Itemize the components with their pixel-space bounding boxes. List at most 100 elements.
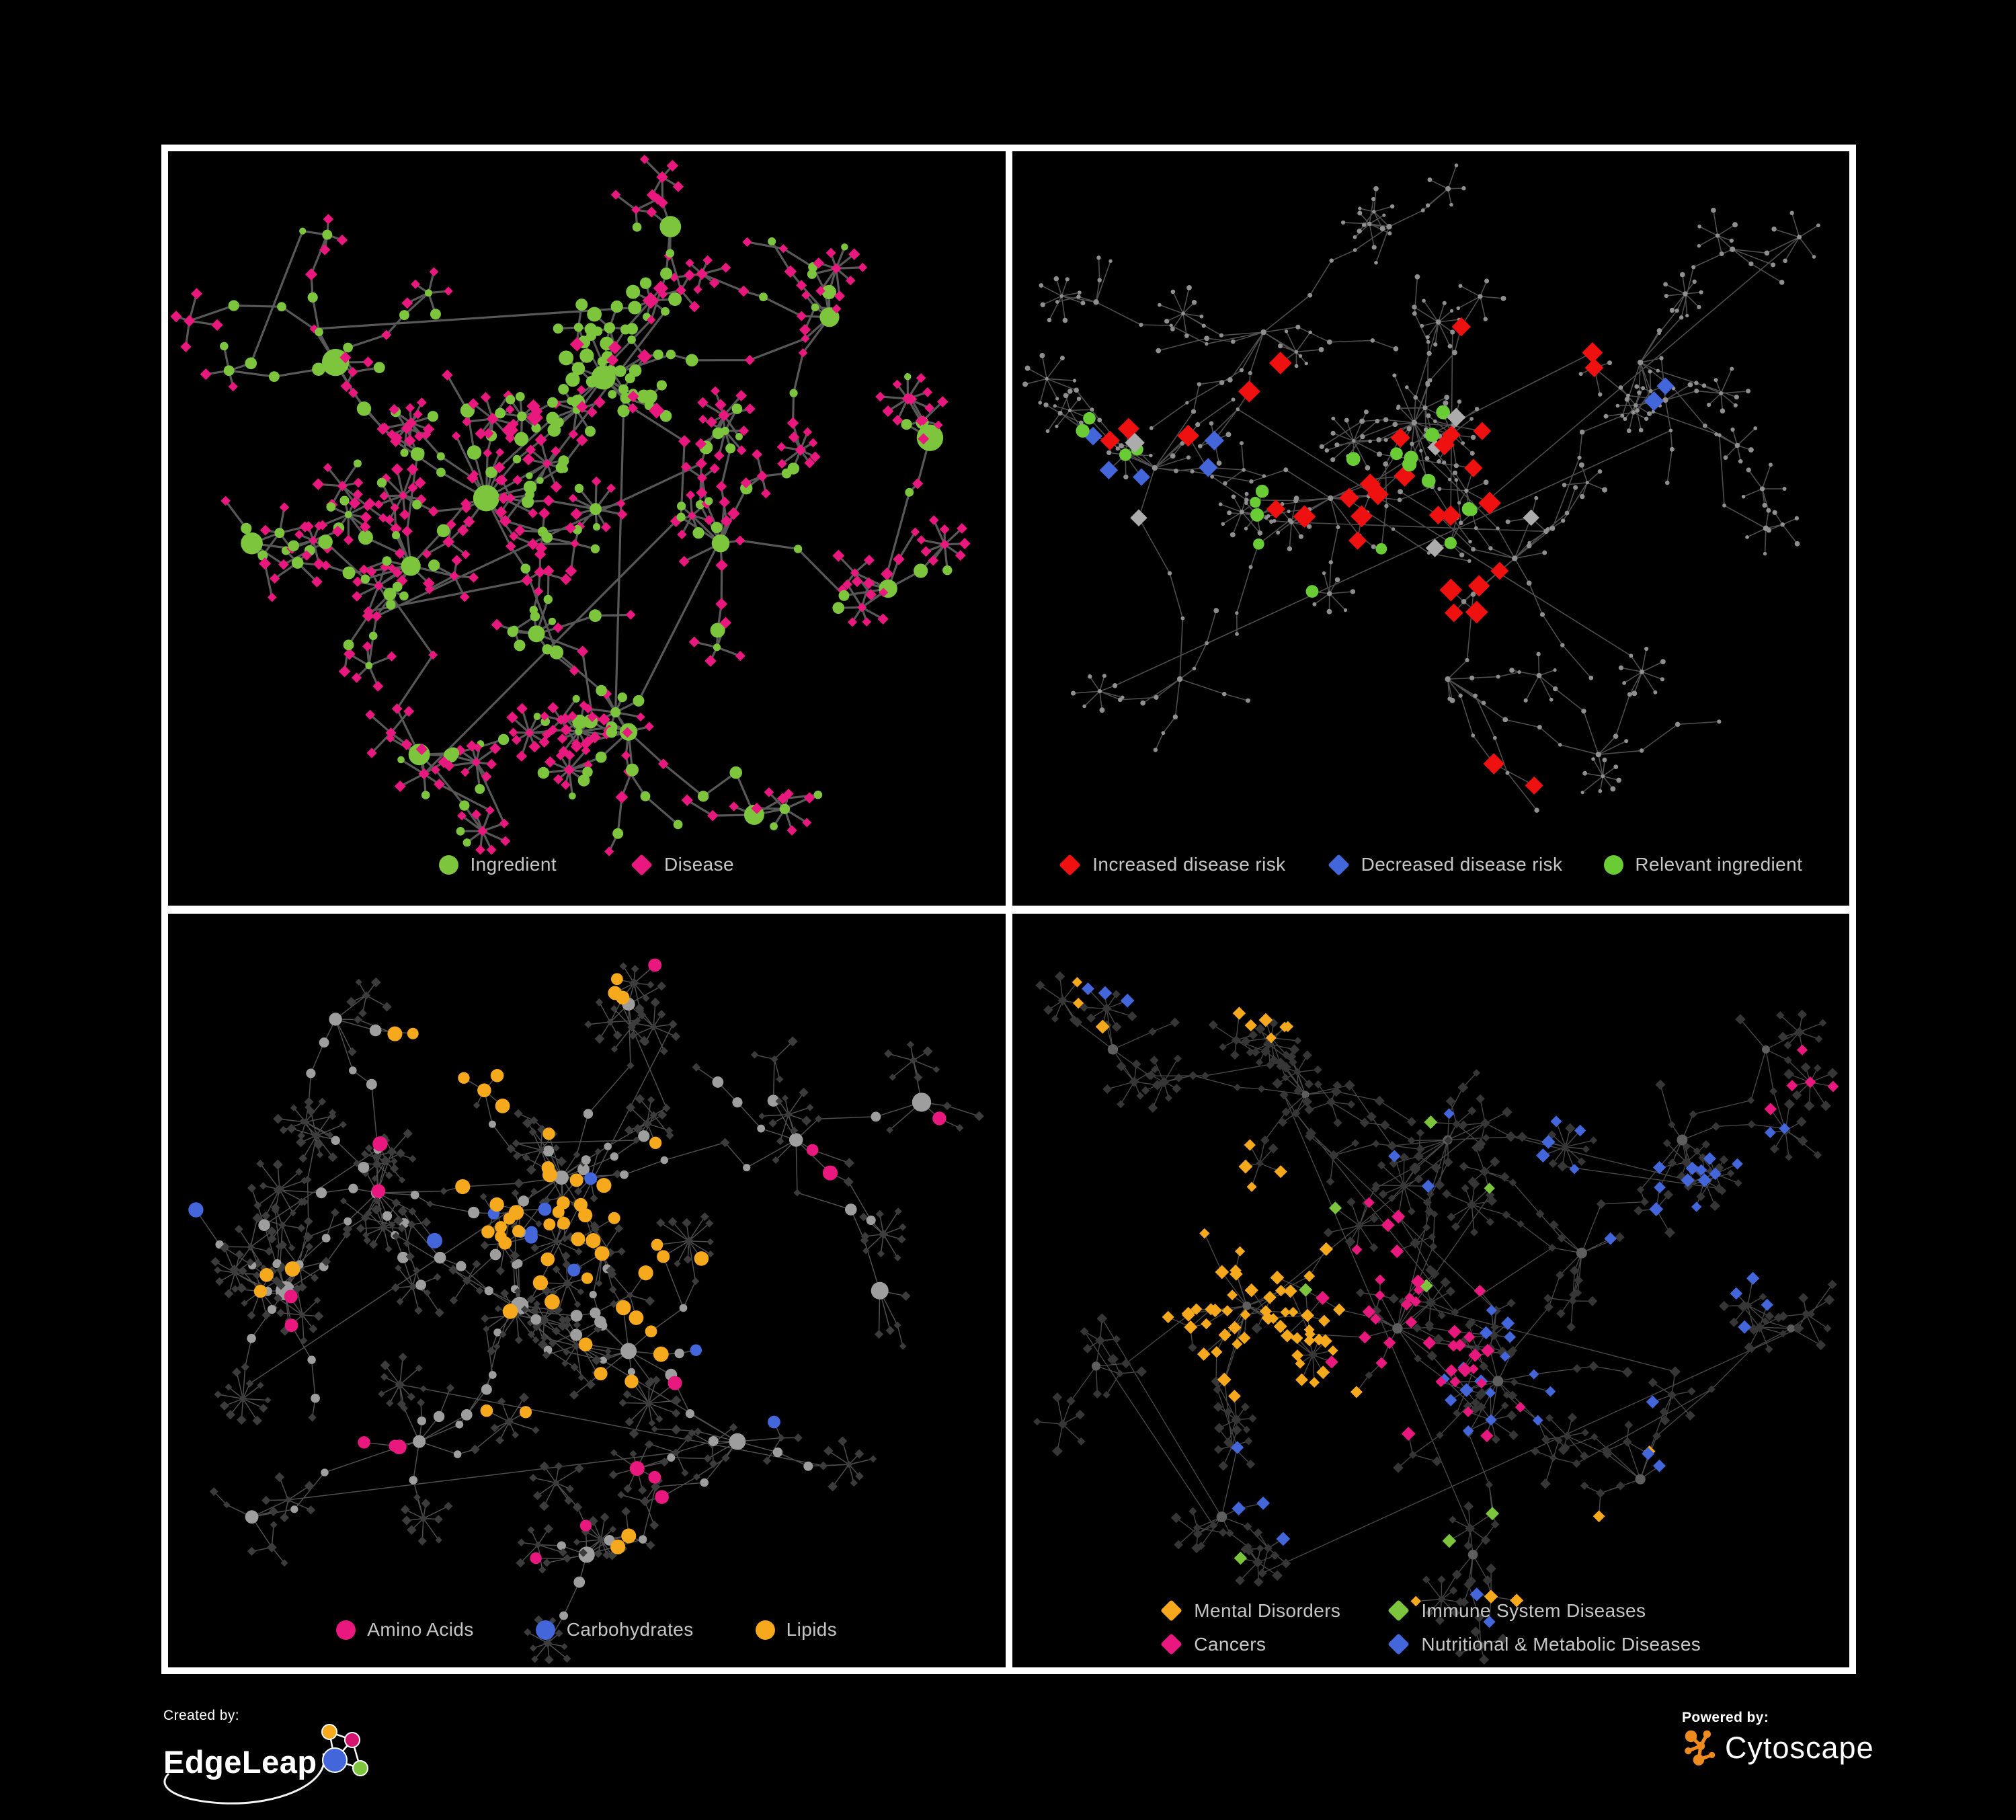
network-node [1445, 186, 1451, 192]
network-node [319, 1037, 329, 1047]
network-node [421, 549, 432, 559]
network-node [1195, 422, 1200, 428]
network-node-highlight [1244, 1283, 1258, 1297]
network-node [806, 1103, 814, 1111]
network-node [1752, 426, 1757, 430]
network-node [422, 577, 435, 590]
network-node-highlight [1262, 1290, 1277, 1304]
network-node [1424, 1319, 1434, 1329]
network-node [595, 998, 604, 1006]
network-node [1687, 1386, 1696, 1396]
network-node-highlight [806, 1144, 819, 1156]
network-node [568, 429, 579, 440]
network-node [321, 1233, 331, 1242]
network-node [1314, 1080, 1322, 1089]
network-node [1719, 1154, 1728, 1164]
network-node-highlight [1746, 1271, 1759, 1285]
network-node [309, 1324, 318, 1333]
network-node [850, 1478, 858, 1487]
network-node [1326, 591, 1332, 596]
network-node [1580, 1428, 1589, 1437]
network-node [1326, 340, 1332, 345]
network-node [1180, 311, 1185, 316]
network-node [1648, 1377, 1658, 1387]
network-node [1496, 674, 1500, 679]
edgeleap-logo-icon [321, 1724, 368, 1776]
network-node [904, 373, 912, 381]
network-node [459, 592, 470, 602]
network-node [1111, 1021, 1122, 1032]
network-node [1486, 1217, 1494, 1226]
network-node [570, 1328, 583, 1341]
network-node [1217, 1460, 1228, 1471]
network-node [1457, 1082, 1468, 1093]
network-node [1480, 1117, 1490, 1128]
network-node [360, 1213, 370, 1222]
network-node [1675, 721, 1680, 727]
network-node [1363, 409, 1369, 415]
network-node [1442, 301, 1447, 305]
network-node [1517, 1131, 1527, 1142]
network-node-highlight [1525, 776, 1543, 795]
network-node [1676, 1134, 1687, 1145]
network-node [1425, 203, 1430, 208]
network-node [311, 576, 323, 588]
network-node [1371, 196, 1375, 202]
network-node [1396, 406, 1400, 410]
network-node [1357, 210, 1362, 216]
network-node [507, 626, 518, 637]
network-node [1576, 1247, 1587, 1259]
network-node [1460, 441, 1465, 445]
network-node [1293, 1036, 1301, 1044]
network-node [1392, 1462, 1404, 1473]
network-node [586, 1379, 596, 1389]
network-node [1160, 731, 1165, 736]
network-node [1244, 491, 1249, 496]
network-node [1576, 1156, 1586, 1166]
network-node [362, 990, 371, 1000]
network-node-highlight [1500, 1316, 1515, 1330]
network-node [1634, 384, 1639, 389]
network-node [1221, 691, 1227, 697]
network-node [231, 1269, 239, 1276]
network-node [1457, 501, 1461, 505]
network-node [337, 481, 348, 491]
network-node [570, 539, 579, 549]
network-node [538, 507, 551, 520]
network-node [429, 267, 439, 277]
network-node [1248, 479, 1254, 484]
network-node [277, 302, 286, 312]
network-node [528, 625, 545, 643]
network-node [700, 1478, 709, 1487]
network-node [1789, 210, 1794, 216]
network-node [573, 1300, 581, 1308]
edgeleap-swoosh-icon [163, 1753, 325, 1805]
network-node [323, 463, 333, 473]
network-node-highlight [1267, 1312, 1279, 1324]
network-node [634, 1016, 641, 1024]
network-node [359, 521, 371, 532]
network-node [575, 299, 588, 311]
network-node [1820, 1100, 1831, 1111]
network-node [526, 1164, 536, 1175]
network-node-highlight [1549, 1115, 1562, 1127]
network-node [459, 800, 470, 811]
network-node-highlight [648, 958, 662, 972]
network-node [577, 1374, 585, 1381]
network-node [616, 499, 626, 508]
network-node [1197, 382, 1201, 387]
network-node [1775, 1011, 1784, 1019]
network-node-highlight [284, 1318, 298, 1332]
network-node [442, 369, 453, 381]
network-node [577, 774, 590, 787]
network-node [719, 496, 731, 508]
network-node [397, 756, 405, 764]
network-node [636, 1006, 645, 1015]
network-node [352, 576, 363, 587]
network-node [542, 729, 552, 740]
network-node [584, 1020, 592, 1028]
network-node [1624, 397, 1629, 402]
network-node [676, 284, 686, 296]
network-node [857, 602, 867, 612]
network-node [646, 1540, 655, 1550]
